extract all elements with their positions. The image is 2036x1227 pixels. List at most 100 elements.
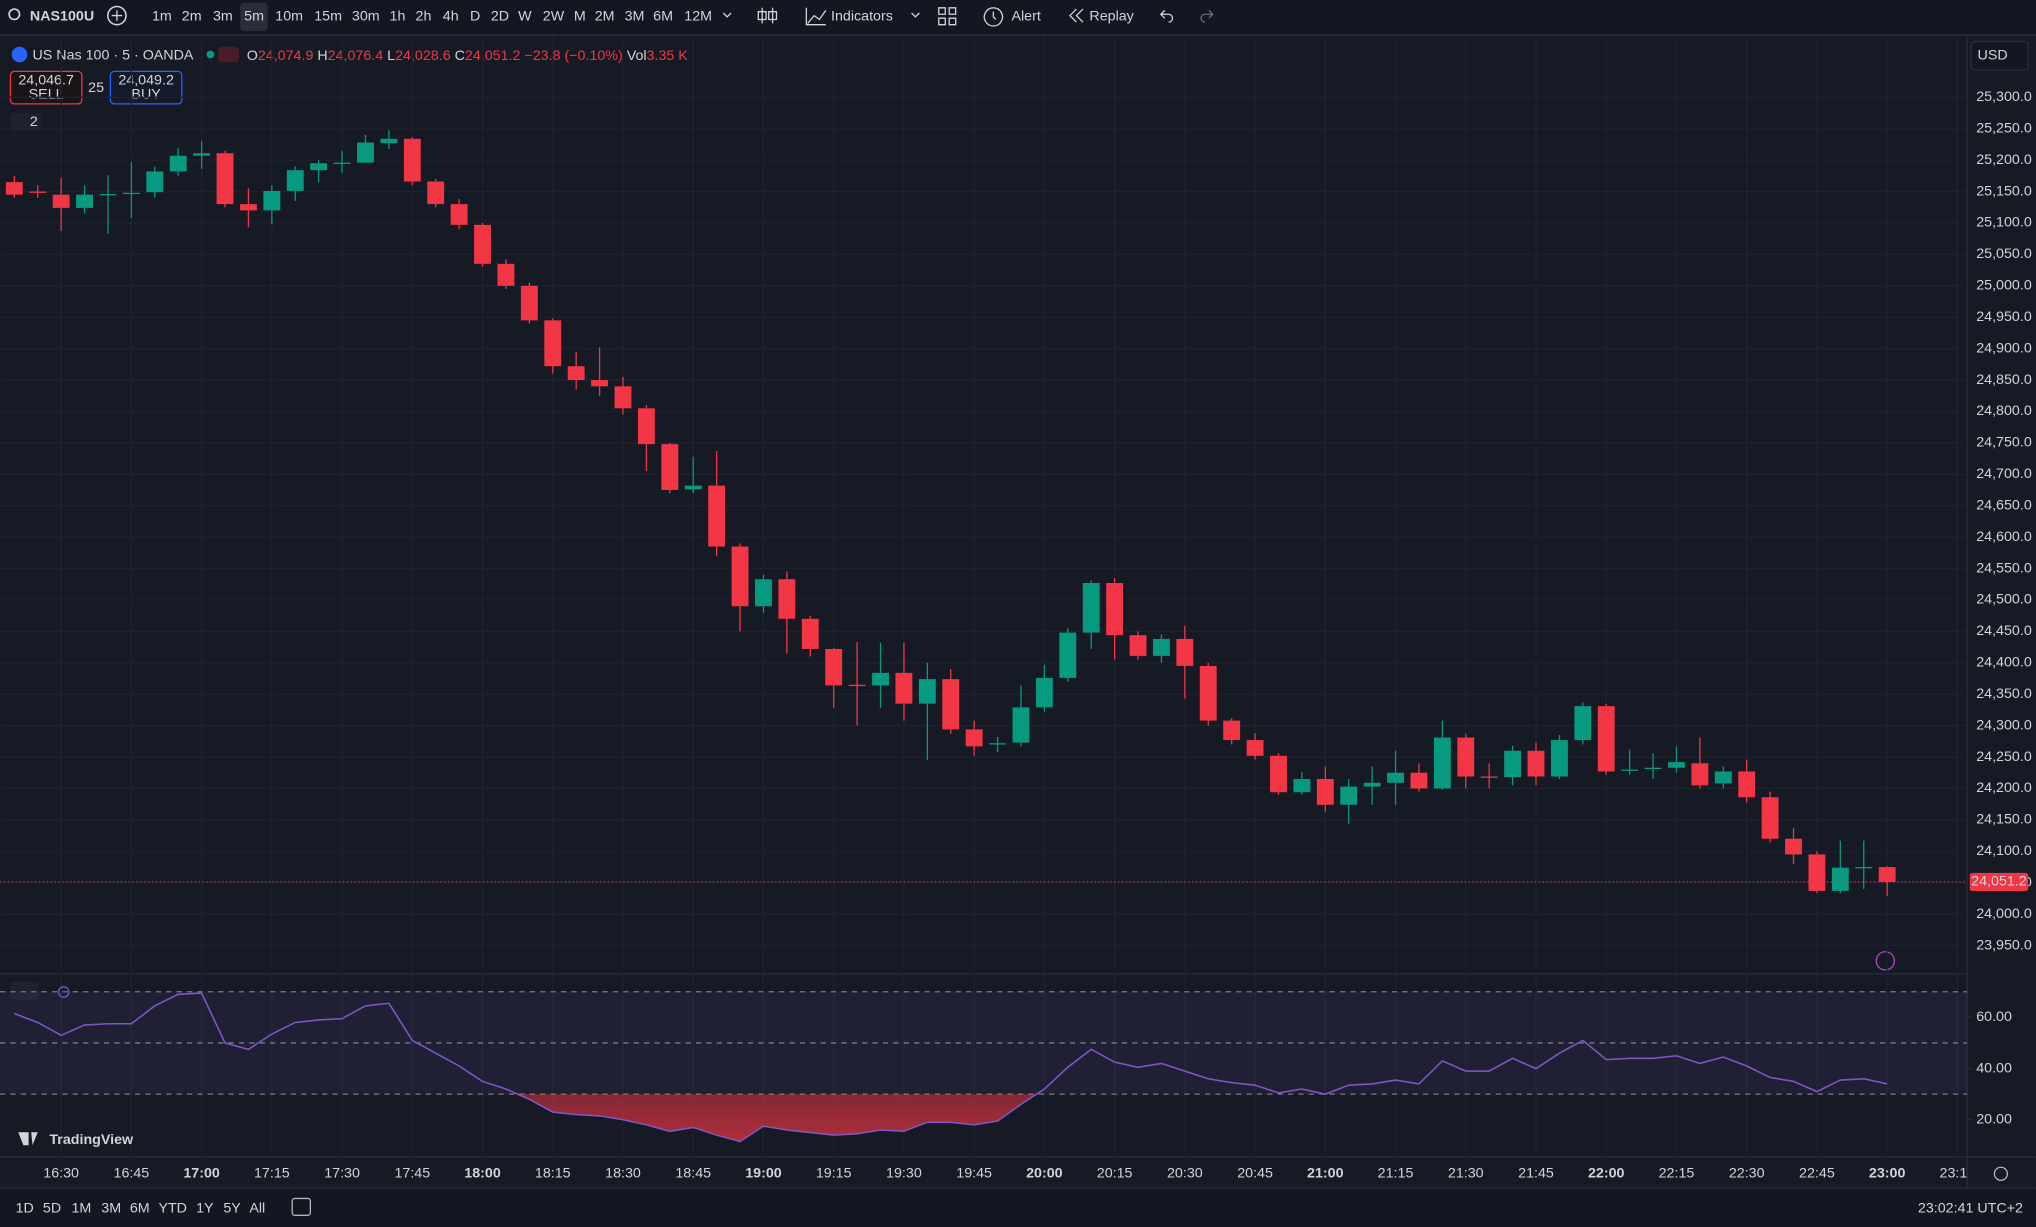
candle-body [1855,866,1873,869]
range-button[interactable]: 5Y [223,1201,241,1217]
candle-body [544,320,562,367]
candle-body [801,618,819,649]
interval-button[interactable]: 2M [595,9,615,25]
search-icon[interactable] [8,8,21,21]
interval-button[interactable]: 5m [244,9,264,25]
interval-button[interactable]: 3m [213,9,233,25]
candle-body [263,190,281,211]
candle-body [29,191,47,193]
range-button[interactable]: 1D [16,1201,34,1217]
interval-button[interactable]: 2W [543,9,565,25]
candle-body [1363,782,1381,787]
sell-button[interactable] [9,70,83,105]
interval-button[interactable]: 15m [314,9,342,25]
y-tick-label: 24,200.0 [1976,780,2032,796]
buy-button[interactable] [109,70,183,105]
interval-button[interactable]: 2D [491,9,509,25]
x-tick-label: 23:15 [1940,1166,1976,1182]
x-tick-label: 17:30 [324,1166,360,1182]
candle-body [497,263,515,286]
replay-button[interactable]: Replay [1089,9,1134,25]
interval-button[interactable]: W [518,9,532,25]
range-button[interactable]: All [249,1201,265,1217]
alert-icon [983,7,1004,27]
y-tick-label: 24,450.0 [1976,623,2032,639]
x-tick-label: 17:00 [183,1166,220,1182]
replay-icon [1069,8,1084,23]
rsi-marker [57,986,70,998]
candle-body [1644,767,1662,770]
interval-button[interactable]: 12M [684,9,712,25]
y-tick-label: 24,700.0 [1976,466,2032,482]
candle-body [1012,707,1030,743]
currency-select[interactable] [1970,40,2029,71]
goto-date-icon[interactable] [291,1197,312,1216]
y-tick-label: 24,500.0 [1976,592,2032,608]
interval-button[interactable]: 10m [275,9,303,25]
interval-button[interactable]: 4h [443,9,459,25]
range-button[interactable]: 1Y [196,1201,214,1217]
interval-button[interactable]: 30m [352,9,380,25]
alert-button[interactable]: Alert [1012,9,1041,25]
collapse-button[interactable] [10,112,42,132]
y-tick-label: 24,400.0 [1976,655,2032,671]
interval-button[interactable]: D [470,9,480,25]
candle-body [872,672,889,686]
x-tick-label: 18:45 [675,1166,711,1182]
candle-body [193,153,211,156]
indicators-icon[interactable] [805,7,827,26]
redo[interactable] [1200,9,1214,23]
range-button[interactable]: 5D [43,1201,61,1217]
candle-body [708,485,726,547]
last-price-label: 24,051.2 [1971,874,2027,890]
range-button[interactable]: 6M [130,1201,150,1217]
y-tick-label: 24,350.0 [1976,686,2032,702]
candle-body [1714,771,1732,784]
layouts-icon[interactable] [938,7,957,26]
interval-button[interactable]: 3M [625,9,645,25]
pane-collapse[interactable] [10,981,39,1000]
interval-button[interactable]: 6M [653,9,673,25]
candle-body [848,684,866,687]
lightning-icon[interactable] [1875,951,1896,971]
dropdown-chevrons [722,12,920,18]
candle-body [1761,797,1779,839]
symbol[interactable]: NAS100U [30,9,94,25]
rsi-tick-label: 20.00 [1976,1112,2012,1128]
candle-body [474,224,491,264]
candle-body [1504,750,1522,778]
settings-icon[interactable] [1993,1166,2009,1181]
candle-body [1527,750,1545,777]
candle-body [1199,665,1217,721]
interval-button[interactable]: 1m [152,9,172,25]
interval-button[interactable]: 2h [416,9,432,25]
candle-body [942,679,960,730]
interval-button[interactable]: M [574,9,586,25]
ohlc-value: 24,076.4 [328,48,384,64]
candle-body [1152,638,1170,656]
range-button[interactable]: 3M [101,1201,121,1217]
candle-body [286,170,304,191]
ohlc-label: O [247,48,258,64]
indicators-button[interactable]: Indicators [831,9,893,25]
chart-type-icon[interactable] [757,7,778,24]
x-tick-label: 22:15 [1659,1166,1695,1182]
interval-button[interactable]: 1h [390,9,406,25]
range-button[interactable]: 1M [71,1201,91,1217]
range-button[interactable]: YTD [158,1201,187,1217]
y-tick-label: 24,000.0 [1976,906,2032,922]
buy-label: BUY [131,87,161,103]
y-tick-label: 24,950.0 [1976,309,2032,325]
x-tick-label: 19:30 [886,1166,922,1182]
candle-body [1035,677,1053,708]
x-tick-label: 18:30 [605,1166,641,1182]
x-tick-label: 23:00 [1869,1166,1906,1182]
undo[interactable] [1159,9,1174,23]
compare-icon[interactable] [107,5,127,26]
interval-button[interactable]: 2m [182,9,202,25]
rsi-tick-label: 40.00 [1976,1060,2012,1076]
candle-body [1340,786,1358,805]
candle-body [1738,771,1756,798]
candle-body [1059,632,1077,678]
candle-body [1106,582,1124,636]
